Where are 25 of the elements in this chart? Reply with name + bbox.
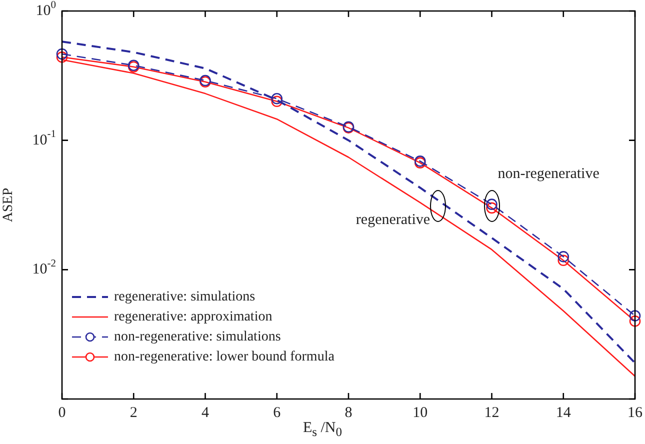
legend-label: non-regenerative: simulations — [114, 330, 281, 345]
x-tick-label: 6 — [273, 404, 282, 421]
point — [629, 315, 641, 327]
point — [56, 51, 68, 63]
legend-label: regenerative: simulations — [114, 290, 256, 305]
x-tick-label: 10 — [412, 404, 428, 421]
point — [558, 251, 570, 262]
legend-label: regenerative: approximation — [114, 310, 272, 325]
x-tick-label: 8 — [344, 404, 352, 421]
annotation: non-regenerative — [498, 166, 600, 182]
y-axis-title: ASEP — [1, 188, 16, 222]
point — [558, 254, 570, 266]
point — [271, 93, 283, 104]
annotation: regenerative — [356, 212, 430, 228]
x-tick-label: 16 — [628, 404, 643, 421]
x-tick-label: 14 — [556, 404, 572, 421]
point — [56, 48, 68, 60]
x-tick-label: 12 — [484, 404, 500, 421]
x-tick-label: 2 — [130, 404, 138, 421]
point — [629, 310, 641, 322]
x-tick-label: 0 — [58, 404, 66, 421]
legend-label: non-regenerative: lower bound formula — [114, 350, 336, 365]
x-tick-label: 4 — [202, 404, 210, 421]
point — [271, 96, 283, 108]
x-axis-title: E$_{s}$ /N$_{0}$ — [302, 420, 344, 440]
